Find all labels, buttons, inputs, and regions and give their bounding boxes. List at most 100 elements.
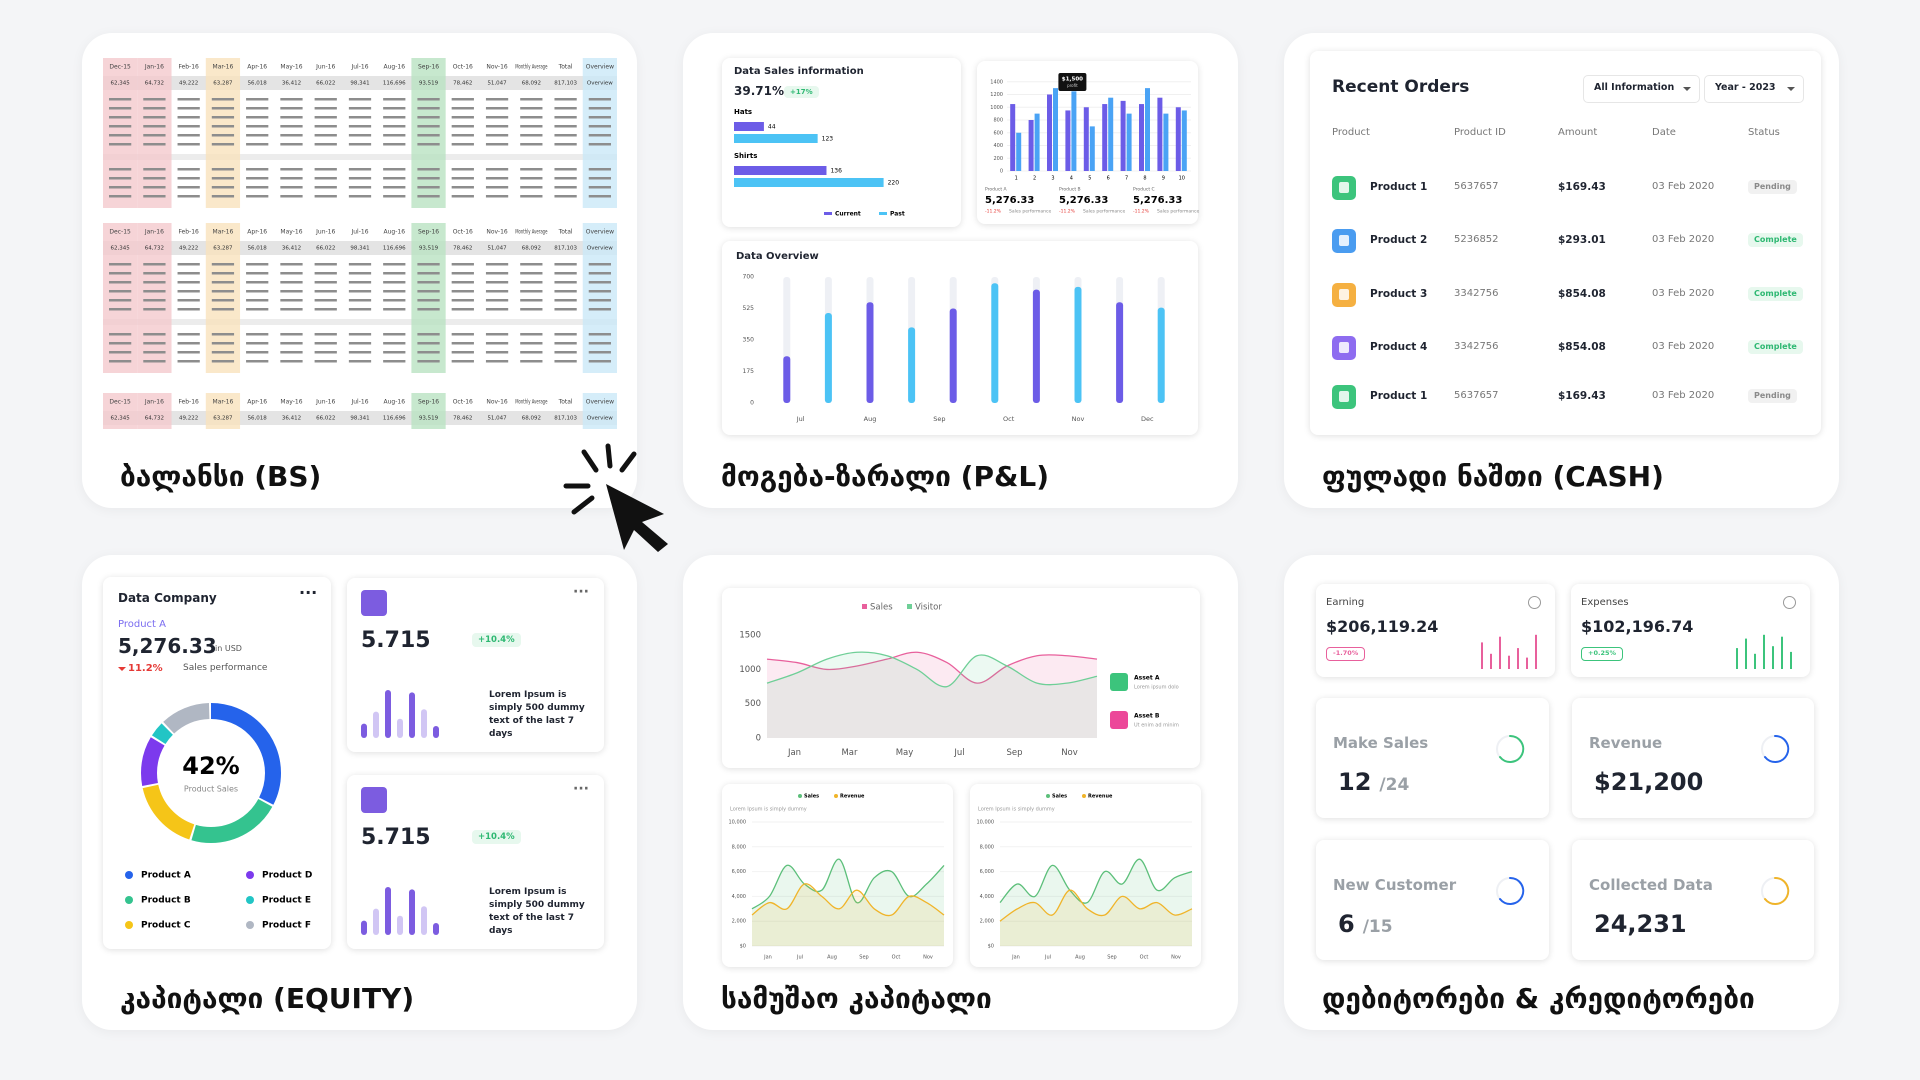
cell-placeholder: [109, 281, 132, 284]
cell-placeholder: [588, 134, 611, 137]
kpi-value-row: 24,231: [1594, 910, 1687, 939]
cell-placeholder: [177, 308, 200, 311]
cell-placeholder: [383, 333, 406, 336]
pl-card[interactable]: მოგება-ზარალი (P&L) Data Sales informatio…: [683, 33, 1238, 508]
dropdown[interactable]: All Information: [1583, 75, 1700, 103]
chart: 0 200 400 600 800 1000 1200 1400 1 2 3 4 5 6 7 8 9 10 $1,5…: [985, 73, 1199, 215]
line: [751, 883, 945, 917]
cell-placeholder: [143, 333, 166, 336]
cell-placeholder: [280, 134, 303, 137]
legend-dot: [246, 921, 254, 929]
column-highlight: [582, 58, 617, 208]
column-highlight: [582, 393, 617, 429]
kpi-value-row: 6/15: [1338, 910, 1393, 939]
bar: [1754, 653, 1756, 669]
stat-name: Product B: [1059, 187, 1081, 193]
bar: [1071, 91, 1077, 171]
area-fill: [767, 652, 1097, 738]
date: 03 Feb 2020: [1652, 234, 1715, 245]
cell-placeholder: [520, 186, 543, 189]
cell-placeholder: [348, 107, 372, 110]
cell-placeholder: [348, 177, 372, 180]
bar-label: 44: [768, 124, 776, 131]
kpi-panel: Make Sales 12/24: [1316, 698, 1549, 818]
cell-placeholder: [348, 351, 372, 354]
cell-placeholder: [177, 333, 200, 336]
cell-placeholder: [554, 168, 577, 171]
ray: [581, 449, 599, 473]
cell-placeholder: [588, 360, 611, 363]
header-cell: Jan-16: [144, 229, 164, 236]
debtors-card[interactable]: დებიტორები & კრედიტორები Earning $206,119.…: [1284, 555, 1839, 1030]
cell-placeholder: [554, 290, 577, 293]
cell-placeholder: [451, 168, 474, 171]
data-cell: 63,287: [213, 81, 233, 87]
working-card[interactable]: სამუშაო კაპიტალი Sales Visitor 0 500 1000 1500…: [683, 555, 1238, 1030]
chart-subtitle: Lorem Ipsum is simply dummy: [978, 807, 1055, 813]
data-cell: 98,341: [350, 416, 369, 422]
badge: -1.70%: [1326, 647, 1366, 661]
cell-placeholder: [177, 107, 200, 110]
stat-note: Sales performance: [1157, 209, 1199, 215]
cell-placeholder: [314, 116, 337, 119]
chart: [1761, 876, 1790, 905]
data-cell: Overview: [587, 81, 613, 87]
x-tick-label: 5: [1088, 176, 1091, 182]
x-tick-label: May: [896, 748, 914, 758]
y-tick-label: 1000: [739, 665, 761, 675]
cell-placeholder: [314, 168, 337, 171]
cell-placeholder: [451, 333, 474, 336]
legend-dot: [246, 871, 254, 879]
cell-placeholder: [143, 125, 166, 128]
header-cell: Feb-16: [178, 64, 199, 71]
summary-value: $102,196.74: [1581, 617, 1694, 636]
dropdown[interactable]: Year - 2023: [1704, 75, 1804, 103]
equity-card[interactable]: კაპიტალი (EQUITY) Data Company ··· Product …: [82, 555, 637, 1030]
cell-placeholder: [246, 195, 269, 198]
cell-placeholder: [109, 107, 132, 110]
card-label: დებიტორები & კრედიტორები: [1322, 982, 1755, 1015]
legend-label: Past: [890, 211, 905, 218]
legend-dot: [1082, 794, 1086, 798]
header-cell: Nov-16: [486, 229, 508, 236]
cell-placeholder: [177, 143, 200, 146]
card-label: სამუშაო კაპიტალი: [721, 982, 992, 1015]
cell-placeholder: [520, 177, 543, 180]
donut-center-label: Product Sales: [184, 785, 238, 794]
badge: Complete: [1748, 233, 1803, 247]
data-cell: 49,222: [179, 416, 198, 422]
header-cell: Sep-16: [418, 64, 439, 71]
cell-placeholder: [211, 263, 235, 266]
stat-note: Sales performance: [1009, 209, 1051, 215]
kpi-panel: Revenue $21,200: [1572, 698, 1814, 818]
cell-placeholder: [280, 351, 303, 354]
cell-placeholder: [143, 299, 166, 302]
cell-placeholder: [520, 107, 543, 110]
cell-placeholder: [211, 342, 235, 345]
data-cell: 56,018: [248, 416, 268, 422]
cell-placeholder: [246, 351, 269, 354]
header-cell: Monthly Average: [515, 229, 547, 236]
stat-name: Product A: [985, 187, 1008, 193]
cell-placeholder: [383, 195, 406, 198]
header-cell: Monthly Average: [515, 399, 547, 406]
y-tick-label: 0: [1000, 169, 1003, 175]
cash-card[interactable]: ფულადი ნაშთი (CASH) Recent Orders All Info…: [1284, 33, 1839, 508]
kpi-value-row: 12/24: [1338, 768, 1409, 797]
cell-placeholder: [348, 299, 372, 302]
cell-placeholder: [246, 272, 269, 275]
chart: [1481, 634, 1537, 669]
bar: [1517, 648, 1519, 669]
legend-dot: [125, 871, 133, 879]
cell-placeholder: [417, 299, 440, 302]
balance-card[interactable]: ბალანსი (BS) Dec-15 Jan-16 Feb-16 Mar-16 Apr-…: [82, 33, 637, 508]
cell-placeholder: [383, 342, 406, 345]
data-cell: 62,345: [111, 81, 131, 87]
bar: [1763, 634, 1765, 669]
badge: Pending: [1748, 389, 1797, 403]
header-cell: Feb-16: [178, 229, 199, 236]
cell-placeholder: [417, 125, 440, 128]
header-cell: Nov-16: [486, 64, 508, 71]
area-fill: [1000, 859, 1192, 946]
bar: [1102, 104, 1108, 171]
